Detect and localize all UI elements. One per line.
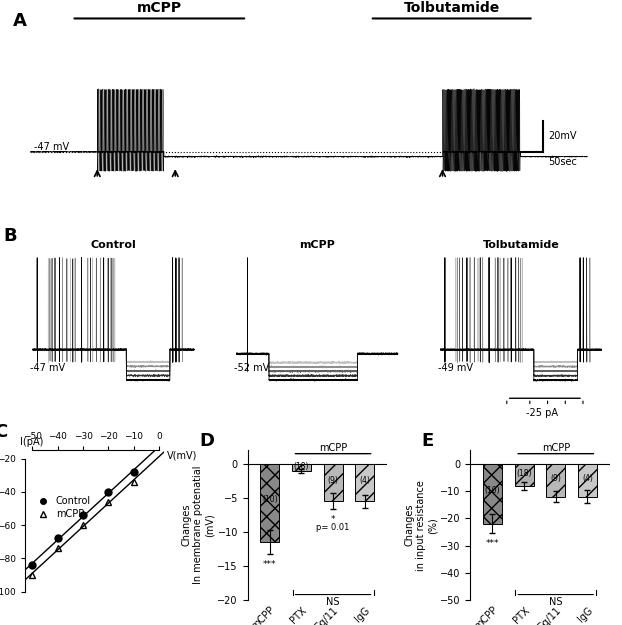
Text: D: D	[199, 432, 214, 450]
Bar	[323, 464, 343, 501]
Text: (9): (9)	[328, 476, 338, 485]
Title: mCPP: mCPP	[299, 241, 335, 251]
Text: (10): (10)	[262, 494, 277, 504]
Bar	[578, 464, 597, 496]
Text: NS: NS	[327, 598, 340, 608]
Title: Tolbutamide: Tolbutamide	[483, 241, 559, 251]
Text: 20mV: 20mV	[549, 131, 577, 141]
Text: A: A	[13, 12, 27, 30]
Text: (4): (4)	[582, 474, 593, 483]
Text: ***: ***	[486, 539, 499, 548]
Y-axis label: Changes
in input resistance
(%): Changes in input resistance (%)	[404, 480, 437, 571]
Text: p= 0.01: p= 0.01	[317, 523, 350, 532]
Legend: Control, mCPP: Control, mCPP	[30, 492, 95, 523]
Bar	[483, 464, 502, 524]
Text: -25 pA: -25 pA	[526, 408, 558, 418]
Bar	[292, 464, 311, 471]
Text: *: *	[331, 515, 335, 524]
Title: Control: Control	[91, 241, 136, 251]
Text: NS: NS	[549, 598, 562, 608]
Text: 50sec: 50sec	[549, 157, 577, 167]
Bar	[514, 464, 534, 486]
Text: (10): (10)	[485, 486, 500, 496]
Text: ***: ***	[263, 560, 277, 569]
Text: B: B	[4, 227, 17, 245]
Text: C: C	[0, 423, 7, 441]
Text: (18): (18)	[516, 469, 532, 478]
Bar	[546, 464, 565, 496]
Text: -47 mV: -47 mV	[34, 142, 69, 152]
Text: -52 mV: -52 mV	[234, 363, 269, 373]
Text: -47 mV: -47 mV	[30, 363, 65, 373]
Text: mCPP: mCPP	[319, 443, 347, 453]
Text: E: E	[422, 432, 434, 450]
Text: -49 mV: -49 mV	[438, 363, 473, 373]
Text: Tolbutamide: Tolbutamide	[404, 1, 500, 15]
Text: mCPP: mCPP	[542, 443, 570, 453]
Bar	[260, 464, 279, 542]
Text: (18): (18)	[294, 462, 309, 471]
Text: I(pA): I(pA)	[20, 437, 43, 447]
Text: (9): (9)	[550, 474, 561, 483]
Text: (4): (4)	[360, 476, 370, 485]
Bar	[355, 464, 374, 501]
Text: V(mV): V(mV)	[167, 450, 197, 460]
Y-axis label: Changes
In membrane potenatial
(mV): Changes In membrane potenatial (mV)	[182, 466, 215, 584]
Text: mCPP: mCPP	[137, 1, 182, 15]
